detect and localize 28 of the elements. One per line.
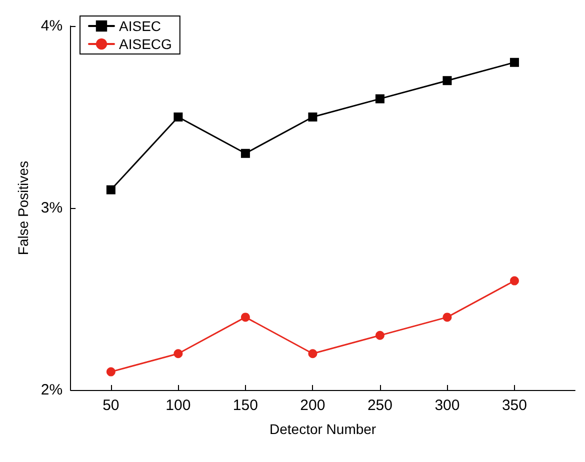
point [375, 94, 384, 104]
x-tick-label: 200 [300, 397, 326, 414]
x-tick-label: 100 [166, 397, 191, 414]
x-tick-label: 350 [502, 397, 527, 414]
legend-label: AISEC [119, 18, 162, 34]
x-tick-label: 50 [102, 397, 120, 414]
point [174, 349, 183, 358]
point [510, 276, 519, 286]
point [174, 112, 183, 122]
point [106, 185, 116, 194]
point [240, 312, 250, 322]
y-tick-label: 2% [40, 382, 63, 398]
legend-label: AISECG [119, 36, 172, 52]
point [510, 58, 519, 67]
point [106, 367, 116, 376]
point [375, 330, 384, 340]
point [240, 148, 250, 158]
point [442, 312, 452, 322]
x-tick-label: 150 [232, 397, 258, 414]
x-tick-label: 250 [367, 397, 392, 414]
point [308, 349, 318, 358]
y-tick-label: 4% [40, 18, 63, 34]
point [308, 112, 318, 122]
x-axis-title: Detector Number [269, 421, 376, 437]
point [442, 76, 452, 86]
y-axis-title: False Positives [15, 160, 31, 256]
y-tick-label: 3% [40, 200, 63, 216]
x-tick-label: 300 [434, 397, 460, 414]
